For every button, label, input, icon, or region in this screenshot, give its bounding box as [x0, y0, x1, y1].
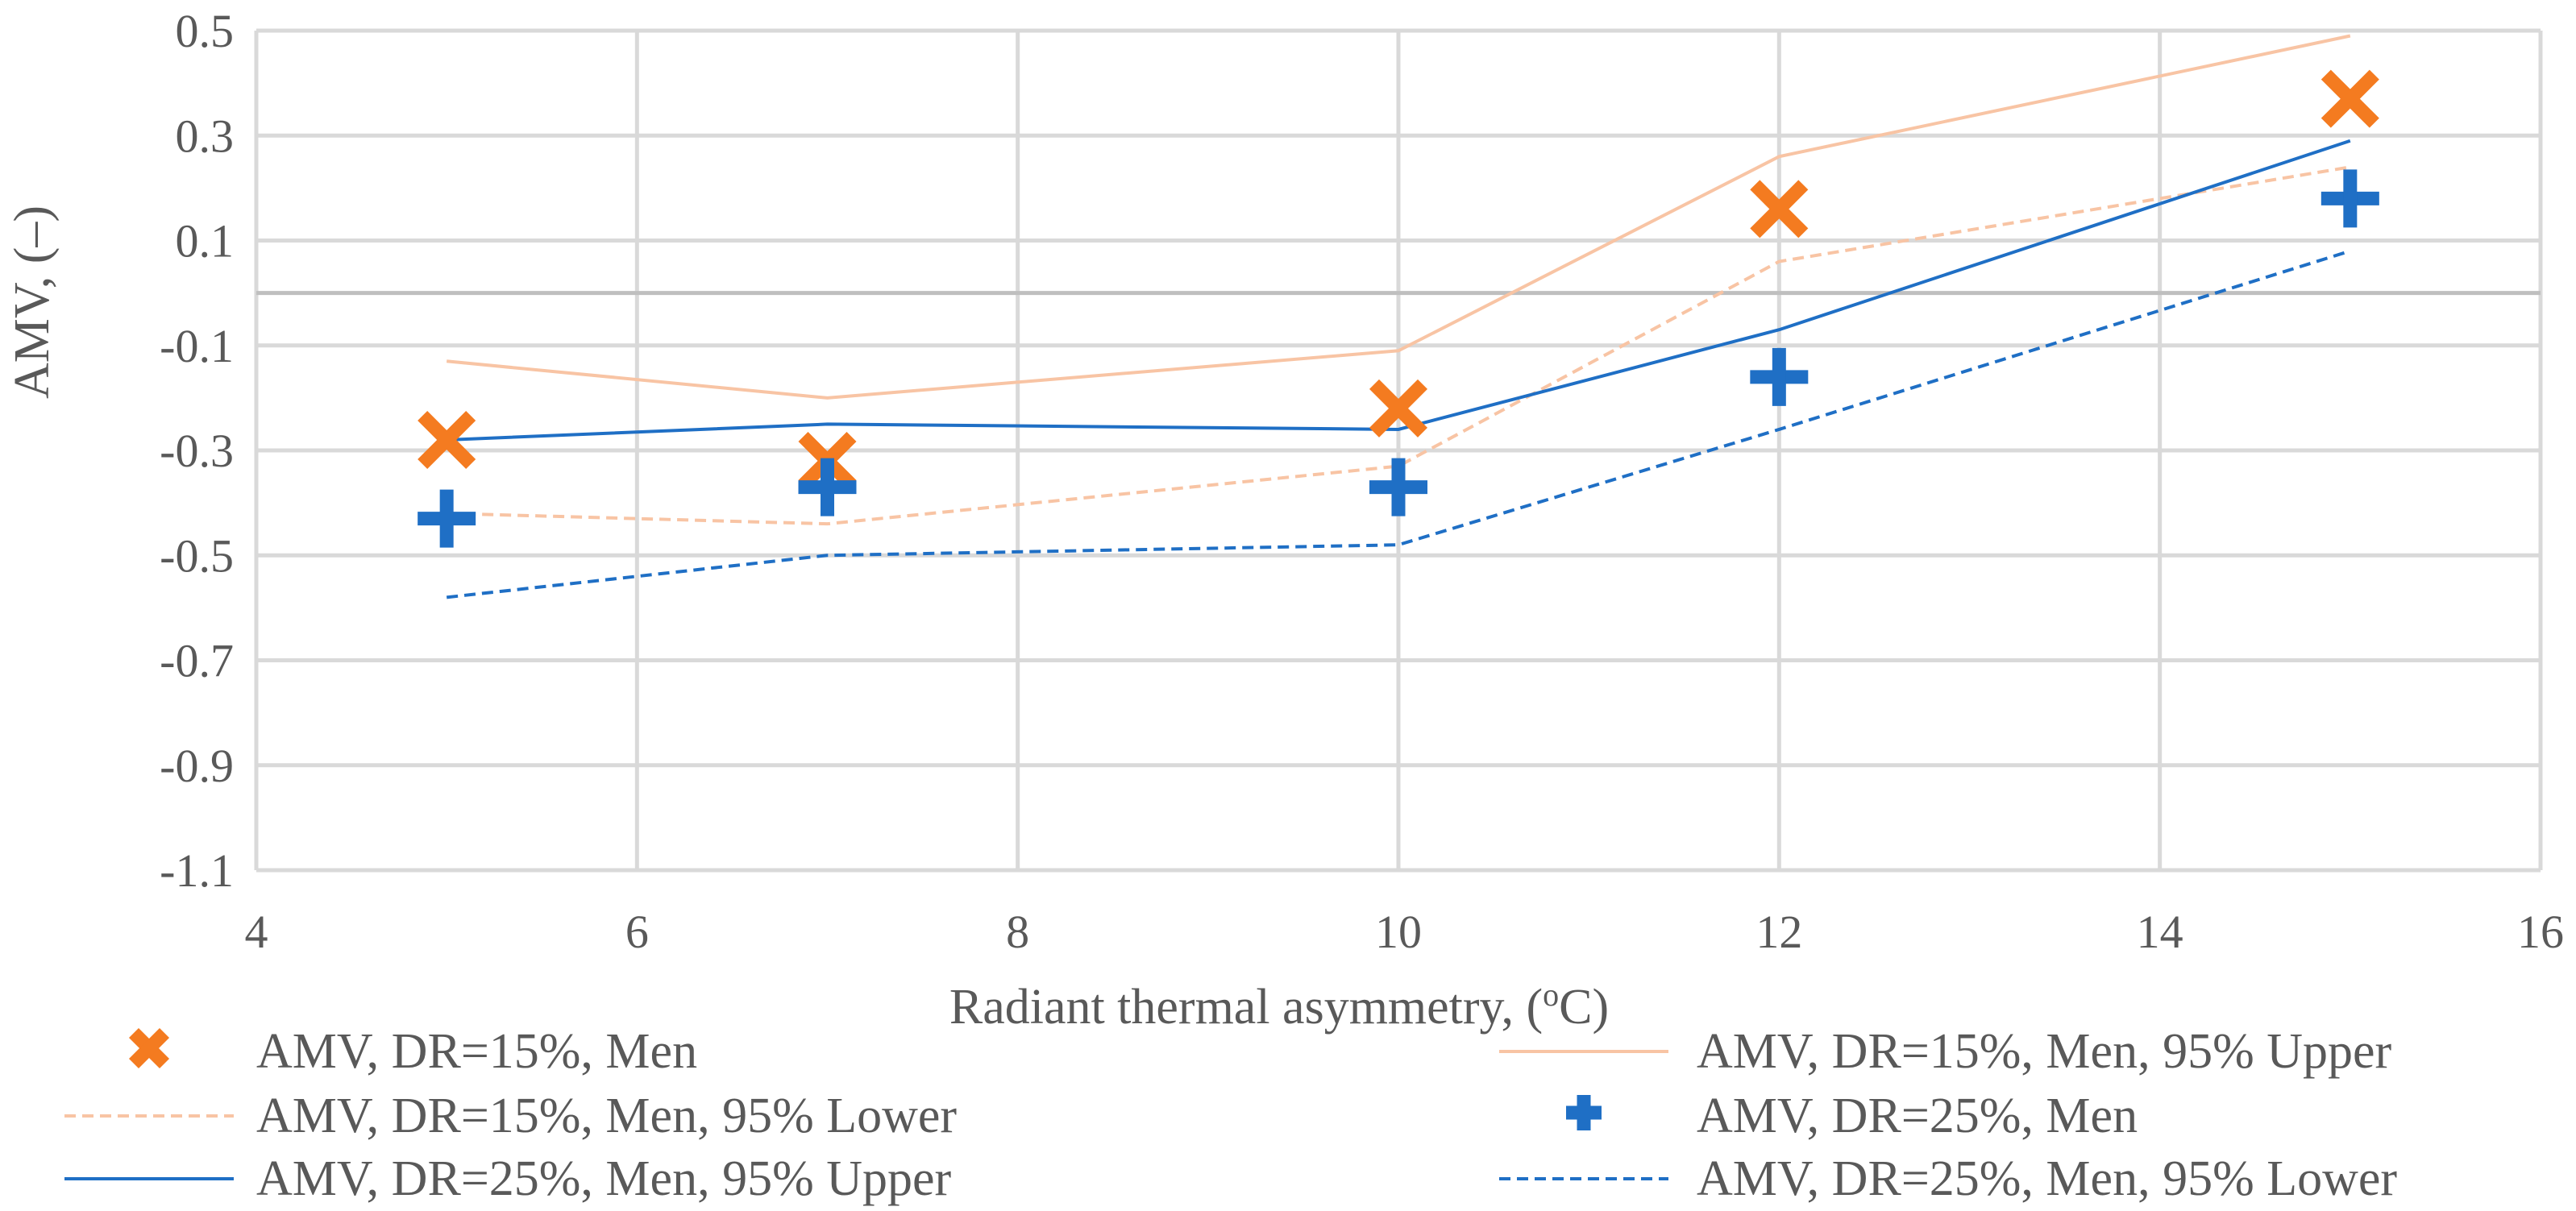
tick-labels: -1.1 -0.9 -0.7 -0.5 -0.3 -0.1 0.1 0.3 0.5 4 6 8 10 12… [160, 5, 2564, 958]
series-1-line [446, 34, 2351, 400]
x-axis-title: Radiant thermal asymmetry, (oC) [949, 977, 1609, 1035]
legend-entry-4: AMV, DR=25%, Men, 95% Upper [64, 1151, 952, 1206]
x-tick-label-5: 14 [2137, 906, 2183, 958]
series-3-point-2 [1369, 458, 1427, 516]
series-5-line [446, 249, 2351, 599]
legend: AMV, DR=15%, Men AMV, DR=15%, Men, 95% Up… [64, 1024, 2397, 1206]
y-tick-label-5: -0.1 [160, 320, 234, 372]
x-tick-label-3: 10 [1375, 906, 1422, 958]
series-4-line [447, 139, 2351, 442]
series-0-point-3 [1750, 180, 1809, 238]
series-0-point-2 [1369, 379, 1428, 438]
x-tick-label-4: 12 [1755, 906, 1802, 958]
x-axis-title-superscript: o [1543, 977, 1559, 1013]
x-tick-label-1: 6 [625, 906, 649, 958]
x-axis-title-suffix: C) [1559, 980, 1609, 1035]
legend-label-3: AMV, DR=25%, Men [1697, 1089, 2138, 1143]
legend-entry-0: AMV, DR=15%, Men [128, 1024, 697, 1079]
legend-entry-2: AMV, DR=15%, Men, 95% Lower [64, 1089, 957, 1143]
gridlines [254, 28, 2543, 873]
legend-symbol-0-stroke-b [128, 1027, 170, 1069]
y-tick-label-8: 0.5 [176, 5, 235, 57]
series-3-point-3 [1750, 347, 1809, 406]
legend-entry-3: AMV, DR=25%, Men [1566, 1089, 2138, 1143]
series-0-point-3-stroke-b [1750, 180, 1809, 238]
x-tick-label-2: 8 [1006, 906, 1029, 958]
legend-label-1: AMV, DR=15%, Men, 95% Upper [1697, 1024, 2392, 1079]
y-tick-label-1: -0.9 [160, 740, 234, 792]
y-tick-label-4: -0.3 [160, 425, 234, 477]
y-tick-label-6: 0.1 [176, 215, 235, 267]
series-0-point-4-stroke-b [2320, 69, 2379, 128]
y-tick-label-7: 0.3 [176, 110, 235, 162]
series-3-point-1 [798, 458, 857, 516]
legend-symbol-0 [128, 1027, 170, 1069]
legend-label-5: AMV, DR=25%, Men, 95% Lower [1697, 1151, 2397, 1206]
series-2-line [447, 165, 2351, 526]
legend-label-4: AMV, DR=25%, Men, 95% Upper [256, 1151, 952, 1206]
series-3-point-4 [2320, 169, 2379, 228]
series-0-point-0-stroke-b [418, 410, 476, 469]
legend-symbol-3 [1566, 1095, 1602, 1130]
legend-label-0: AMV, DR=15%, Men [256, 1024, 697, 1079]
series-0-point-0 [418, 410, 476, 469]
legend-label-2: AMV, DR=15%, Men, 95% Lower [256, 1089, 957, 1143]
legend-entry-1: AMV, DR=15%, Men, 95% Upper [1499, 1024, 2392, 1079]
legend-entry-5: AMV, DR=25%, Men, 95% Lower [1499, 1151, 2397, 1206]
x-axis-title-main: Radiant thermal asymmetry, ( [949, 980, 1543, 1035]
y-tick-label-0: -1.1 [160, 844, 234, 897]
series-0-point-2-stroke-b [1369, 379, 1428, 438]
y-axis-title: AMV, (–) [5, 205, 60, 399]
series-3-point-0 [418, 489, 476, 548]
x-tick-label-0: 4 [245, 906, 268, 958]
series-layer [418, 34, 2379, 599]
y-tick-label-2: -0.7 [160, 635, 234, 687]
x-tick-label-6: 16 [2517, 906, 2564, 958]
y-tick-label-3: -0.5 [160, 529, 234, 582]
series-0-point-4 [2320, 69, 2379, 128]
